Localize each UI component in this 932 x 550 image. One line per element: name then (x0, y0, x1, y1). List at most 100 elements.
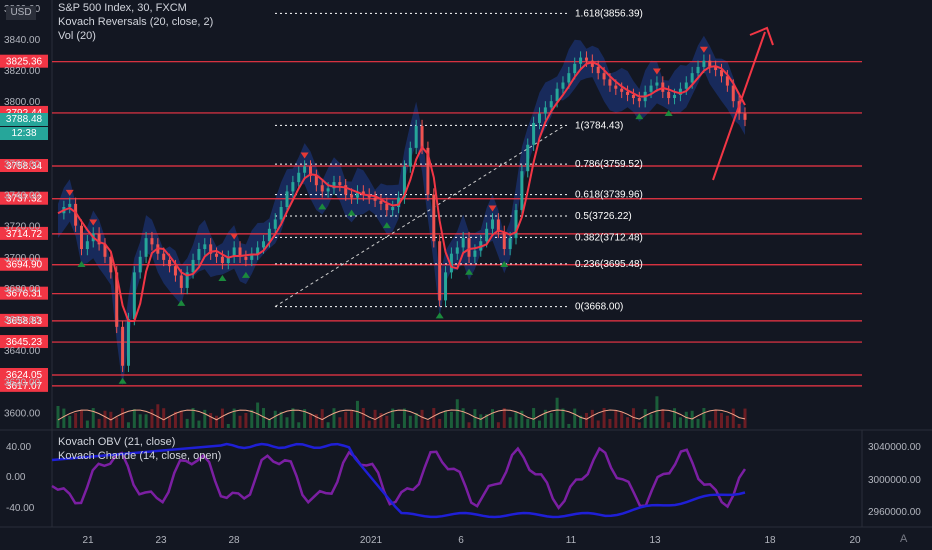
y-tick-label: 3840.00 (4, 35, 41, 46)
volume-bar (614, 410, 618, 428)
volume-bar (121, 408, 125, 428)
auto-scale-toggle[interactable]: A (900, 533, 908, 545)
level-price-tag (0, 191, 48, 205)
candle-body (109, 256, 113, 273)
volume-bar (532, 408, 536, 428)
volume-bar (56, 406, 60, 428)
volume-ma-line (57, 409, 746, 421)
candle-body (138, 256, 142, 273)
y-tick-label: 3640.00 (4, 346, 41, 357)
volume-bar (256, 402, 260, 428)
indicator-label-obv[interactable]: Kovach OBV (21, close) (58, 436, 176, 448)
fib-level-label: 0.382(3712.48) (575, 232, 643, 243)
candle-body (579, 57, 583, 64)
candle-body (385, 203, 389, 211)
volume-bar (725, 415, 729, 428)
y-tick-label: 3660.00 (4, 315, 41, 326)
volume-bar (408, 415, 412, 428)
volume-bar (267, 418, 271, 428)
level-price-label: 3825.36 (6, 57, 43, 68)
candle-body (508, 238, 512, 250)
volume-bar (397, 423, 401, 428)
obv-line (51, 442, 746, 519)
candle-body (326, 188, 330, 192)
candle-body (702, 60, 706, 67)
volume-bar (314, 414, 318, 428)
volume-bar (720, 413, 724, 428)
reversal-markers (65, 46, 708, 384)
candle-body (232, 247, 236, 257)
buy-marker (318, 203, 327, 210)
candle-body (355, 191, 359, 198)
chart-title: S&P 500 Index, 30, FXCM (58, 2, 187, 14)
volume-bar (673, 408, 677, 428)
candle-body (238, 247, 242, 257)
candle-body (279, 206, 283, 220)
candle-body (667, 91, 671, 99)
volume-bar (232, 408, 236, 428)
volume-bar (491, 409, 495, 428)
volume-bar (743, 408, 747, 428)
volume-bar (168, 417, 172, 428)
buy-marker (177, 299, 186, 306)
candle-body (590, 60, 594, 67)
volume-bar (467, 422, 471, 428)
ma-line (57, 61, 746, 322)
volume-bar (696, 418, 700, 428)
indicator-label-volume[interactable]: Vol (20) (58, 30, 96, 42)
indicator-label-reversals[interactable]: Kovach Reversals (20, close, 2) (58, 16, 214, 28)
level-price-label: 3694.90 (6, 260, 43, 271)
indicator-label-chande[interactable]: Kovach Chande (14, close, open) (58, 450, 222, 462)
candle-body (444, 272, 448, 301)
candle-body (332, 182, 336, 189)
volume-bar (391, 408, 395, 428)
candle-body (432, 194, 436, 242)
volume-bar (250, 409, 254, 428)
y-tick-label: 3720.00 (4, 222, 41, 233)
volume-bar (579, 415, 583, 428)
candle-body (85, 241, 89, 250)
volume-bar (220, 408, 224, 428)
candle-body (256, 247, 260, 254)
volume-bar (244, 412, 248, 428)
fib-level-label: 0.5(3726.22) (575, 211, 632, 222)
volume-bar (197, 420, 201, 428)
level-price-tag (0, 257, 48, 271)
level-price-label: 3658.83 (6, 316, 43, 327)
candle-body (168, 259, 172, 267)
candle-body (74, 203, 78, 226)
x-tick-label: 13 (649, 535, 661, 546)
candle-body (273, 219, 277, 229)
volume-bar (549, 413, 553, 428)
volume-bar (238, 415, 242, 428)
candle-body (420, 126, 424, 148)
buy-marker (118, 377, 127, 384)
volume-bar (655, 396, 659, 428)
volume-bar (132, 409, 136, 428)
chande-axis-label: 0.00 (6, 472, 26, 483)
volume-bar (555, 397, 559, 428)
candle-body (526, 144, 530, 172)
candle-body (596, 66, 600, 74)
x-tick-label: 23 (155, 535, 167, 546)
buy-marker (465, 268, 474, 275)
y-tick-label: 3760.00 (4, 159, 41, 170)
candle-body (426, 147, 430, 195)
candle-body (308, 166, 312, 176)
volume-bar (191, 408, 195, 428)
countdown-label: 12:38 (0, 127, 48, 140)
oscillator-panel: 40.00 0.00 -40.00 3040000.00 3000000.00 29600… (6, 442, 921, 519)
candle-body (690, 73, 694, 83)
buy-marker (77, 261, 86, 268)
volume-bar (479, 414, 483, 428)
y-tick-label: 3600.00 (4, 408, 41, 419)
volume-bar (596, 420, 600, 428)
volume-bar (303, 409, 307, 428)
candle-body (520, 171, 524, 211)
volume-bar (737, 423, 741, 428)
volume-bar (485, 414, 489, 428)
candle-body (126, 319, 130, 366)
volume-bar (379, 413, 383, 428)
candle-body (350, 194, 354, 198)
